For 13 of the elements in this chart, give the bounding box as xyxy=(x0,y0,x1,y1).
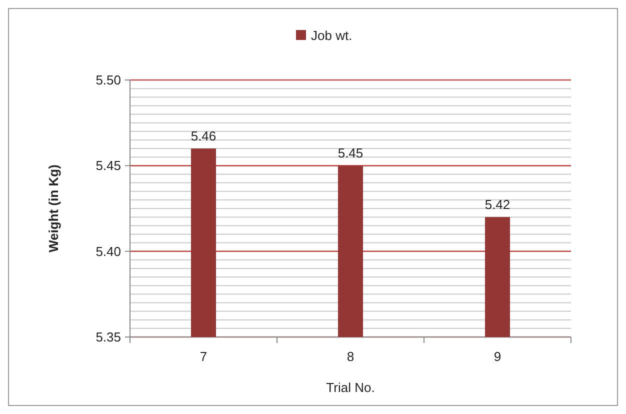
data-label: 5.42 xyxy=(484,197,510,212)
legend-label: Job wt. xyxy=(311,28,352,43)
y-tick-label: 5.45 xyxy=(96,158,121,174)
data-label: 5.45 xyxy=(338,146,364,161)
y-tick-label: 5.35 xyxy=(96,330,121,344)
x-tick-label: 8 xyxy=(346,349,354,364)
x-tick-label: 7 xyxy=(200,349,208,364)
x-axis-title: Trial No. xyxy=(326,380,375,395)
data-label: 5.46 xyxy=(190,128,216,144)
y-tick-label: 5.50 xyxy=(96,72,121,88)
y-axis-title: Weight (in Kg) xyxy=(46,164,61,252)
y-tick-label: 5.40 xyxy=(96,244,121,259)
x-tick-label: 9 xyxy=(494,349,502,364)
